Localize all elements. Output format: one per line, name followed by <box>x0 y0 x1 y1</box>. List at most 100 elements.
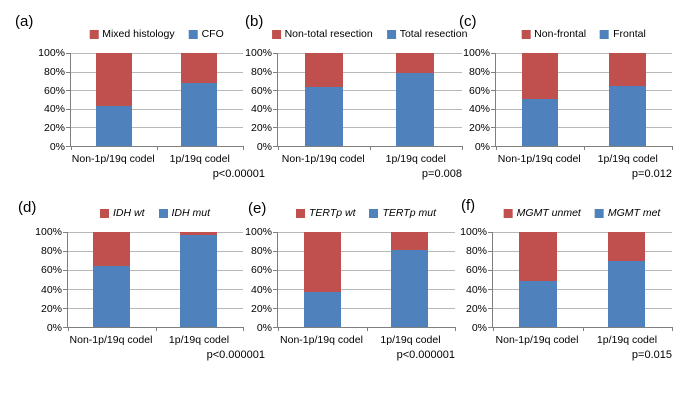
panel-letter-a: (a) <box>15 13 34 30</box>
bar-segment-blue <box>304 87 344 146</box>
x-label-non-codel: Non-1p/19q codel <box>280 334 363 346</box>
y-tick-label: 0% <box>256 321 272 334</box>
bar-segment-blue <box>608 85 646 146</box>
bar-non-codel <box>518 232 557 327</box>
plot-area <box>273 53 463 150</box>
bar-codel <box>181 53 218 146</box>
panel-letter-e: (e) <box>248 200 267 217</box>
bar-non-codel <box>521 53 559 146</box>
legend-item-blue: MGMT met <box>594 207 660 219</box>
chart-b: Non-total resection Total resection 100%… <box>245 28 467 180</box>
y-axis-labels: 100% 80% 60% 40% 20% 0% <box>245 226 272 334</box>
panel-letter-b: (b) <box>245 13 264 30</box>
panel-f: (f) MGMT unmet MGMT met 100% 80% 60% 40%… <box>455 190 699 382</box>
y-tick-label: 80% <box>468 65 490 78</box>
y-tick-label: 20% <box>465 302 487 315</box>
legend-item-blue: IDH mut <box>158 207 210 219</box>
y-tick-label: 20% <box>468 122 490 135</box>
x-label-codel: 1p/19q codel <box>169 153 230 165</box>
y-tick-label: 100% <box>38 47 65 59</box>
y-tick-label: 60% <box>250 264 272 277</box>
y-tick-label: 80% <box>40 245 62 258</box>
legend-swatch-blue-icon <box>158 208 168 218</box>
p-value: p<0.000001 <box>396 349 455 361</box>
bar-segment-red <box>304 53 344 88</box>
legend-swatch-red-icon <box>99 208 109 218</box>
y-tick-label: 60% <box>465 264 487 277</box>
y-tick-label: 80% <box>43 65 65 78</box>
p-value: p<0.000001 <box>206 349 265 361</box>
panel-c: (c) Non-frontal Frontal 100% 80% 60% 40%… <box>455 8 699 200</box>
plot-area <box>66 53 244 150</box>
y-tick-label: 40% <box>468 103 490 116</box>
legend-item-red: Mixed histology <box>89 28 175 40</box>
legend-label-red: Non-total resection <box>284 28 373 40</box>
legend-item-blue: TERTp mut <box>369 207 436 219</box>
legend-item-red: IDH wt <box>99 207 144 219</box>
legend-label-red: MGMT unmet <box>516 207 581 219</box>
chart-c: Non-frontal Frontal 100% 80% 60% 40% 20%… <box>463 28 673 180</box>
y-tick-label: 80% <box>465 245 487 258</box>
bar-segment-blue <box>303 291 341 327</box>
legend-e: TERTp wt TERTp mut <box>296 207 436 219</box>
y-tick-label: 40% <box>40 283 62 296</box>
x-label-non-codel: Non-1p/19q codel <box>71 153 155 165</box>
plot-area <box>63 232 244 331</box>
panel-letter-c: (c) <box>459 13 477 30</box>
bar-segment-blue <box>395 72 435 146</box>
legend-f: MGMT unmet MGMT met <box>503 207 660 219</box>
y-tick-label: 40% <box>250 283 272 296</box>
legend-swatch-red-icon <box>296 208 306 218</box>
p-value: p=0.015 <box>631 349 672 361</box>
legend-label-blue: Frontal <box>613 28 646 40</box>
x-label-codel: 1p/19q codel <box>597 153 658 165</box>
y-axis-labels: 100% 80% 60% 40% 20% 0% <box>38 47 65 153</box>
y-tick-label: 20% <box>40 302 62 315</box>
legend-item-blue: Total resection <box>386 28 467 40</box>
panel-d: (d) IDH wt IDH mut 100% 80% 60% 40% 20% … <box>0 190 265 382</box>
panel-letter-f: (f) <box>461 197 476 214</box>
bar-non-codel <box>95 53 133 146</box>
y-tick-label: 80% <box>250 65 272 78</box>
legend-swatch-blue-icon <box>600 29 610 39</box>
y-tick-label: 100% <box>460 226 487 238</box>
x-label-codel: 1p/19q codel <box>596 334 658 346</box>
y-tick-label: 20% <box>43 122 65 135</box>
bar-codel <box>180 232 217 327</box>
y-tick-label: 80% <box>250 245 272 258</box>
legend-swatch-blue-icon <box>188 29 198 39</box>
y-axis-labels: 100% 80% 60% 40% 20% 0% <box>245 47 272 153</box>
y-tick-label: 60% <box>40 264 62 277</box>
bar-segment-red <box>608 53 646 86</box>
bar-segment-red <box>180 232 217 235</box>
legend-label-red: Mixed histology <box>102 28 175 40</box>
bar-codel <box>395 53 435 146</box>
y-tick-label: 0% <box>474 140 490 153</box>
plot-area <box>273 232 456 331</box>
legend-swatch-red-icon <box>503 208 513 218</box>
y-tick-label: 0% <box>471 321 487 334</box>
legend-label-blue: CFO <box>201 28 224 40</box>
bar-segment-blue <box>180 234 217 327</box>
y-tick-label: 60% <box>43 84 65 97</box>
bar-segment-red <box>518 232 557 282</box>
legend-item-blue: CFO <box>188 28 224 40</box>
y-tick-label: 20% <box>250 122 272 135</box>
bar-codel <box>608 53 646 146</box>
legend-b: Non-total resection Total resection <box>271 28 467 40</box>
bar-non-codel <box>304 53 344 146</box>
legend-item-red: Non-total resection <box>271 28 373 40</box>
p-value: p=0.008 <box>421 168 462 180</box>
bar-segment-red <box>607 232 646 261</box>
y-tick-label: 40% <box>250 103 272 116</box>
y-tick-label: 100% <box>245 226 272 238</box>
legend-item-red: MGMT unmet <box>503 207 581 219</box>
bar-codel <box>607 232 646 327</box>
legend-d: IDH wt IDH mut <box>99 207 210 219</box>
y-tick-label: 0% <box>256 140 272 153</box>
p-value: p=0.012 <box>631 168 672 180</box>
chart-d: IDH wt IDH mut 100% 80% 60% 40% 20% 0% N… <box>35 207 265 361</box>
x-label-non-codel: Non-1p/19q codel <box>497 153 581 165</box>
y-tick-label: 0% <box>46 321 62 334</box>
